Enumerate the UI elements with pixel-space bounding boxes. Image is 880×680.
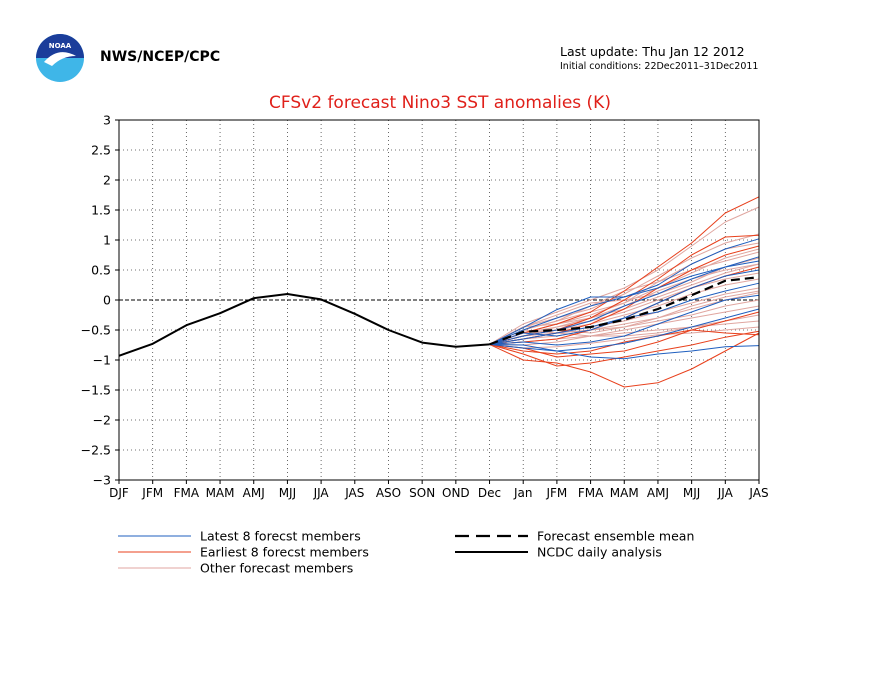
x-tick-label: ASO bbox=[376, 486, 401, 500]
x-tick-label: JFM bbox=[141, 486, 163, 500]
agency-label: NWS/NCEP/CPC bbox=[100, 49, 220, 65]
x-tick-label: JFM bbox=[545, 486, 567, 500]
x-tick-label: JAS bbox=[748, 486, 768, 500]
y-tick-label: −1.5 bbox=[81, 383, 111, 398]
legend-label-earliest: Earliest 8 forecst members bbox=[200, 545, 369, 560]
latest-member-line bbox=[489, 256, 760, 345]
earliest-member-line bbox=[489, 332, 760, 388]
x-tick-label: MJJ bbox=[683, 486, 700, 500]
y-tick-label: 2.5 bbox=[91, 143, 111, 158]
x-tick-label: Dec bbox=[478, 486, 501, 500]
y-axis: 3 2.5 2 1.5 1 0.5 0 −0.5 −1 −1.5 −2 −2.5 −3 bbox=[81, 113, 119, 488]
legend-label-other: Other forecast members bbox=[200, 561, 353, 576]
other-member-line bbox=[489, 320, 760, 346]
x-tick-label: Jan bbox=[513, 486, 533, 500]
latest-member-line bbox=[489, 294, 760, 346]
y-tick-label: 0 bbox=[103, 293, 111, 308]
grid bbox=[119, 120, 759, 480]
other-member-line bbox=[489, 292, 760, 345]
noaa-logo: NOAA bbox=[36, 34, 84, 82]
y-tick-label: −1 bbox=[93, 353, 111, 368]
other-member-line bbox=[489, 233, 760, 345]
x-tick-label: MAM bbox=[206, 486, 235, 500]
analysis-line bbox=[118, 293, 490, 357]
latest-member-line bbox=[489, 343, 760, 360]
other-member-line bbox=[489, 326, 760, 349]
noaa-logo-text: NOAA bbox=[49, 42, 72, 50]
x-tick-label: MAM bbox=[610, 486, 639, 500]
latest-member-line bbox=[489, 282, 760, 345]
x-tick-label: MJJ bbox=[279, 486, 296, 500]
latest-members bbox=[489, 238, 760, 360]
earliest-member-line bbox=[489, 330, 760, 367]
y-tick-label: 1.5 bbox=[91, 203, 111, 218]
x-tick-label: SON bbox=[409, 486, 435, 500]
earliest-member-line bbox=[489, 196, 760, 345]
x-tick-label: JJA bbox=[313, 486, 330, 500]
legend-label-analysis: NCDC daily analysis bbox=[537, 545, 662, 560]
x-tick-label: DJF bbox=[109, 486, 129, 500]
plot-frame bbox=[118, 119, 760, 481]
analysis-series bbox=[118, 293, 490, 357]
y-tick-label: 0.5 bbox=[91, 263, 111, 278]
legend-label-mean: Forecast ensemble mean bbox=[537, 529, 694, 544]
y-tick-label: 2 bbox=[103, 173, 111, 188]
ensemble-mean-series bbox=[489, 276, 760, 346]
legend-label-latest: Latest 8 forecst members bbox=[200, 529, 361, 544]
x-tick-label: FMA bbox=[174, 486, 200, 500]
x-tick-label: FMA bbox=[578, 486, 604, 500]
ensemble-mean-line bbox=[489, 276, 760, 346]
y-tick-label: −0.5 bbox=[81, 323, 111, 338]
earliest-member-line bbox=[489, 329, 760, 355]
y-tick-label: −2.5 bbox=[81, 443, 111, 458]
x-tick-label: AMJ bbox=[243, 486, 265, 500]
x-tick-label: JJA bbox=[717, 486, 734, 500]
y-tick-label: 3 bbox=[103, 113, 111, 128]
x-tick-label: JAS bbox=[344, 486, 364, 500]
y-tick-label: 1 bbox=[103, 233, 111, 248]
x-tick-label: OND bbox=[442, 486, 470, 500]
x-tick-label: AMJ bbox=[647, 486, 669, 500]
y-tick-label: −2 bbox=[93, 413, 111, 428]
earliest-member-line bbox=[489, 311, 760, 358]
latest-member-line bbox=[489, 308, 760, 352]
initial-conditions: Initial conditions: 22Dec2011–31Dec2011 bbox=[560, 61, 758, 72]
other-member-line bbox=[489, 206, 760, 345]
last-update: Last update: Thu Jan 12 2012 bbox=[560, 44, 745, 59]
y-tick-label: −3 bbox=[93, 473, 111, 488]
chart-title: CFSv2 forecast Nino3 SST anomalies (K) bbox=[269, 93, 611, 113]
x-axis: DJF JFM FMA MAM AMJ MJJ JJA JAS ASO SON OND Dec Jan J… bbox=[109, 480, 769, 500]
